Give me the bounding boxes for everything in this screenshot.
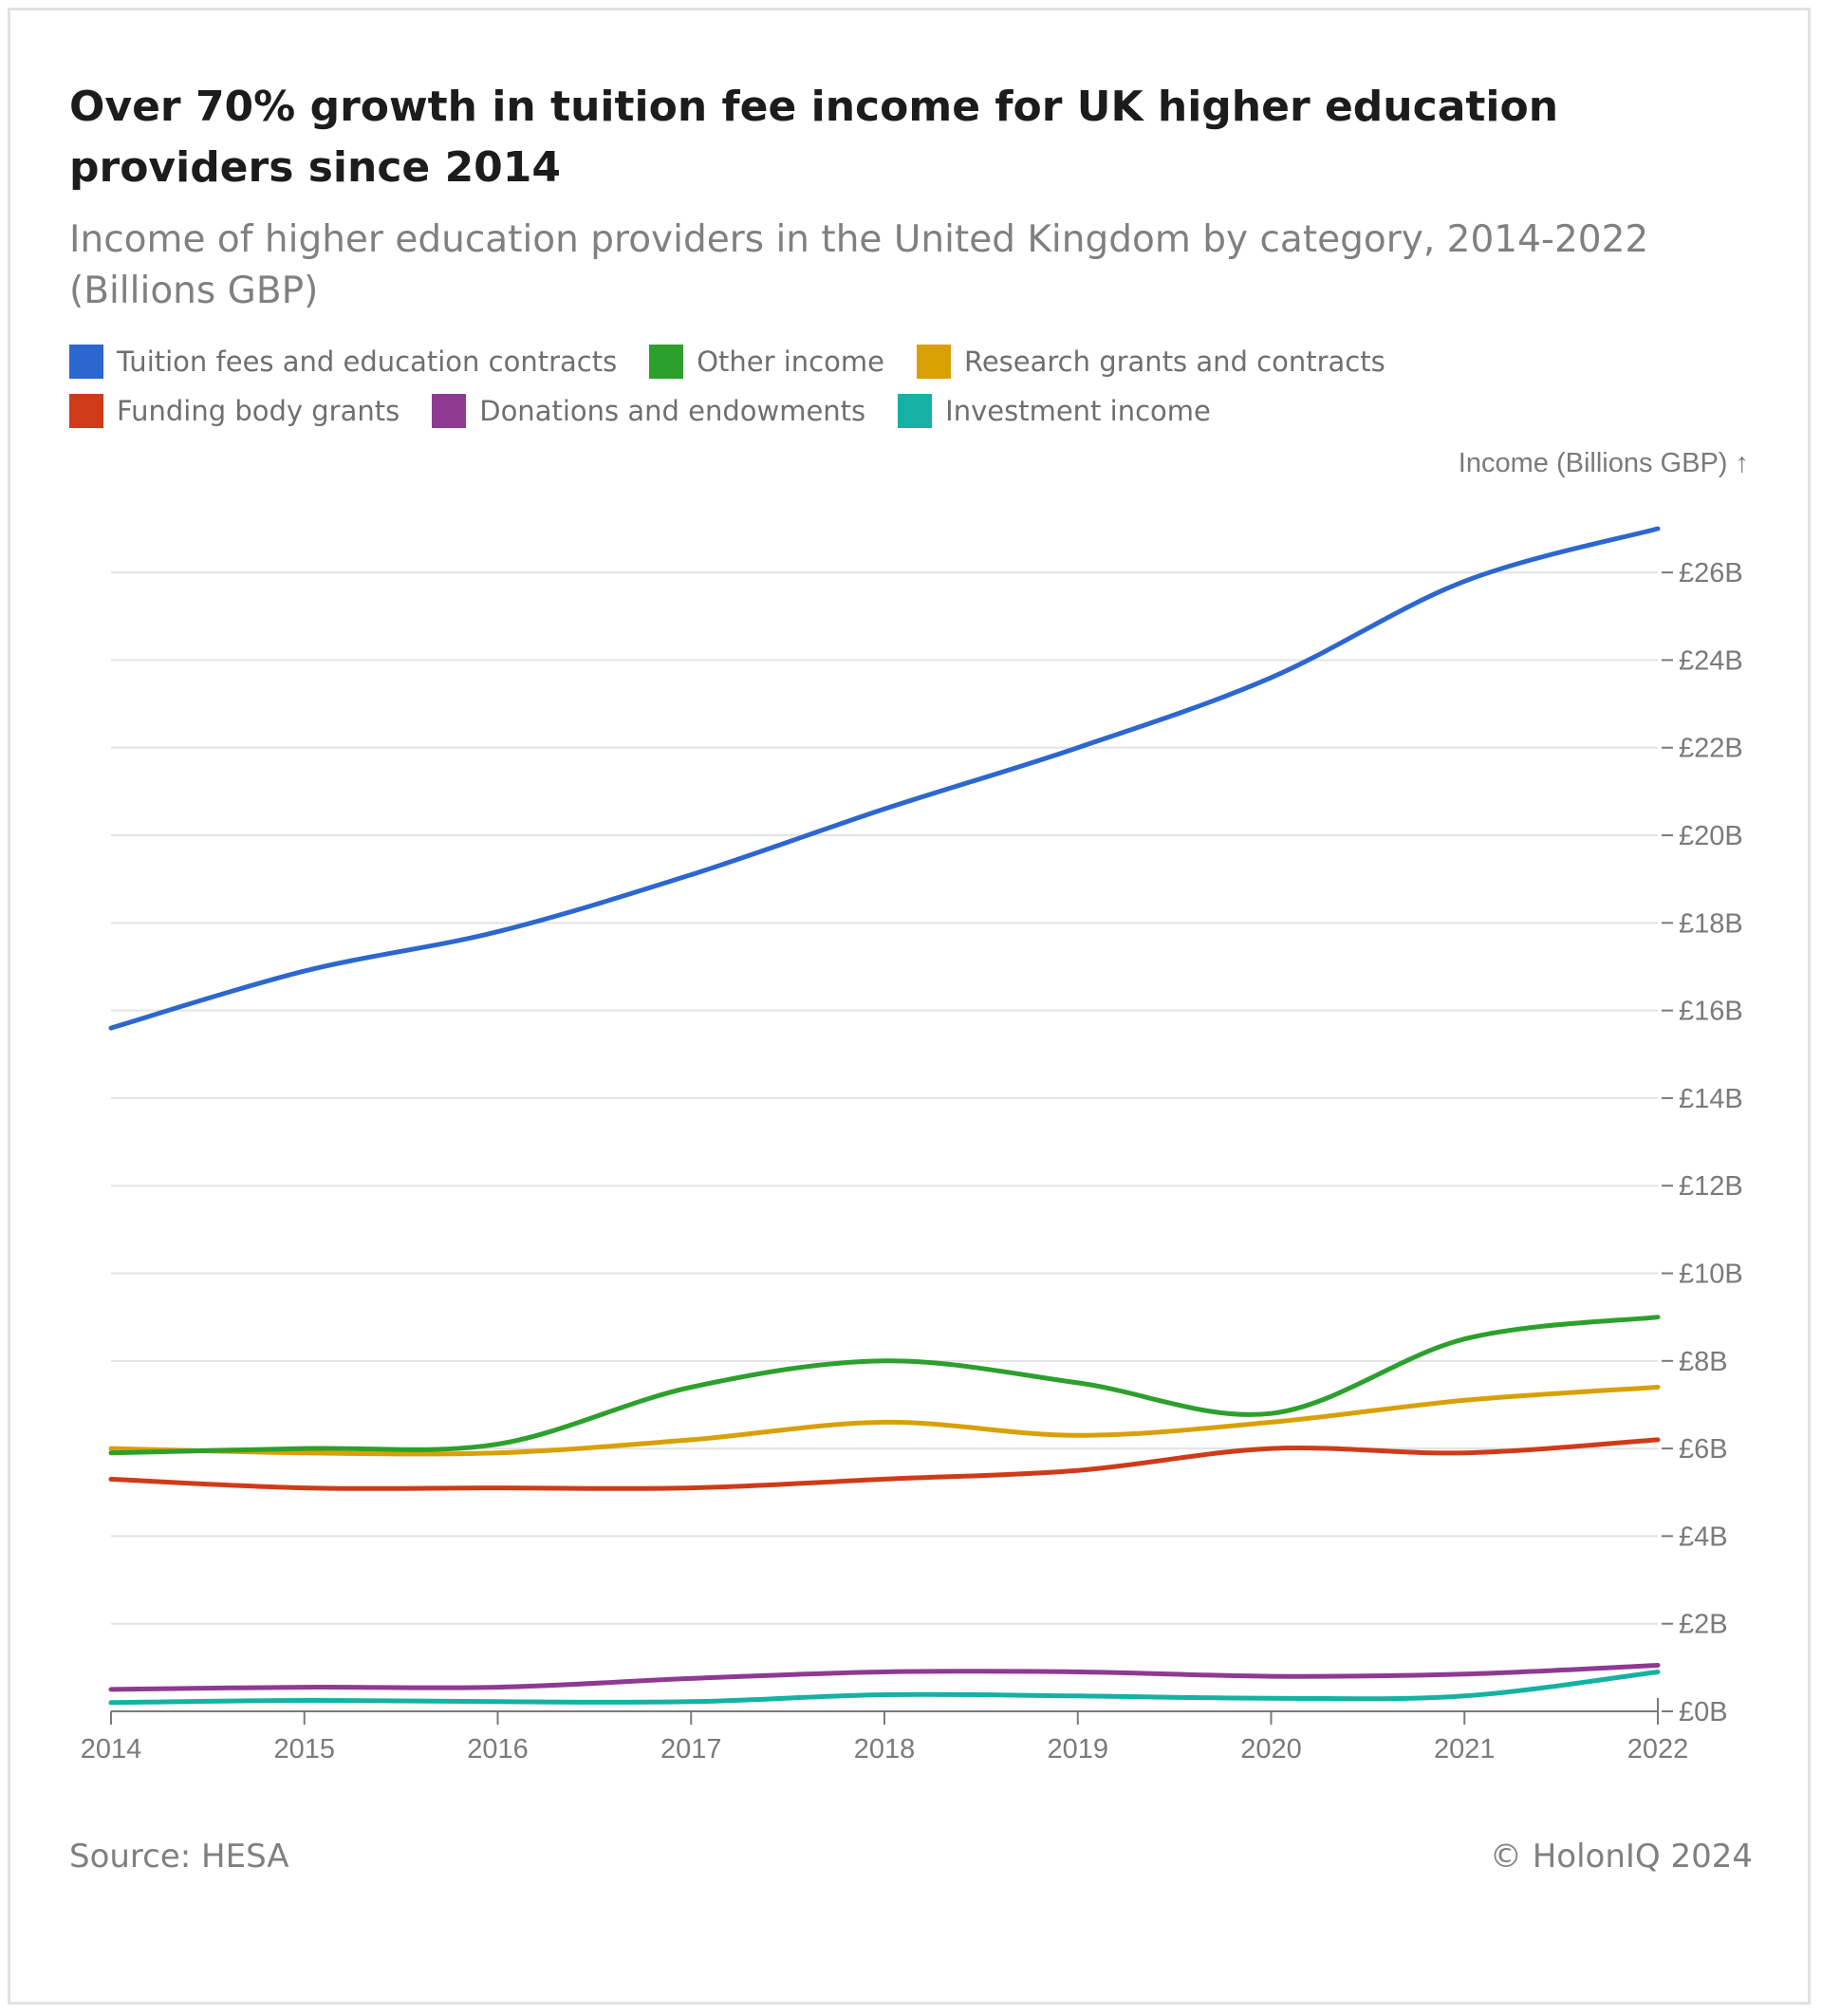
legend-swatch-investment-income [898, 394, 933, 428]
legend-label-donations-endowments: Donations and endowments [479, 395, 866, 427]
legend-item-tuition-fees[interactable]: Tuition fees and education contracts [69, 345, 617, 379]
x-tick-label: 2014 [81, 1734, 142, 1764]
y-tick-label: £22B [1679, 734, 1743, 764]
y-axis-title: Income (Billions GBP) ↑ [1459, 448, 1749, 478]
y-tick-label: £4B [1679, 1521, 1728, 1552]
x-tick-label: 2018 [854, 1734, 916, 1764]
legend-swatch-research-grants [916, 345, 951, 379]
x-tick-label: 2020 [1240, 1734, 1302, 1764]
y-tick-label: £6B [1679, 1434, 1728, 1465]
x-tick-label: 2016 [467, 1734, 529, 1764]
series-line-investment-income [108, 1670, 1661, 1706]
legend-swatch-tuition-fees [69, 345, 103, 379]
y-tick-label: £0B [1679, 1697, 1728, 1727]
legend-item-other-income[interactable]: Other income [649, 345, 884, 379]
legend-label-tuition-fees: Tuition fees and education contracts [117, 345, 618, 378]
x-tick-label: 2022 [1627, 1734, 1689, 1764]
y-tick-label: £14B [1679, 1084, 1743, 1114]
y-tick-label: £12B [1679, 1171, 1743, 1202]
axes: £0B £2B £4B £6B £8B £10B £12B £14B £16B £18B £20B £… [81, 558, 1743, 1764]
legend-swatch-funding-body-grants [69, 394, 103, 428]
y-tick-label: £10B [1679, 1260, 1743, 1290]
y-tick-label: £20B [1679, 821, 1743, 851]
legend-label-research-grants: Research grants and contracts [963, 345, 1385, 378]
y-tick-label: £26B [1679, 558, 1743, 588]
gridlines [111, 571, 1658, 1625]
legend-item-research-grants[interactable]: Research grants and contracts [916, 345, 1385, 379]
legend-item-investment-income[interactable]: Investment income [898, 394, 1211, 428]
y-tick-label: £18B [1679, 908, 1743, 939]
legend-item-funding-body-grants[interactable]: Funding body grants [69, 394, 400, 428]
x-tick-label: 2015 [273, 1734, 335, 1764]
legend-label-funding-body-grants: Funding body grants [117, 395, 400, 427]
copyright-note: © HolonIQ 2024 [1489, 1838, 1753, 1876]
x-tick-label: 2017 [660, 1734, 722, 1764]
series-line-donations-endowments [108, 1663, 1661, 1692]
legend-label-investment-income: Investment income [945, 395, 1211, 427]
legend-label-other-income: Other income [697, 345, 884, 378]
series-line-tuition-fees [108, 526, 1661, 1031]
legend-item-donations-endowments[interactable]: Donations and endowments [432, 394, 865, 428]
chart-subtitle: Income of higher education providers in … [69, 218, 1649, 312]
legend-swatch-other-income [649, 345, 684, 379]
series-lines [108, 526, 1661, 1706]
x-tick-label: 2019 [1047, 1734, 1108, 1764]
y-tick-label: £24B [1679, 645, 1743, 676]
series-line-other-income [108, 1315, 1661, 1456]
y-tick-label: £16B [1679, 997, 1743, 1027]
legend-swatch-donations-endowments [432, 394, 467, 428]
x-tick-label: 2021 [1434, 1734, 1496, 1764]
series-line-funding-body-grants [108, 1437, 1661, 1491]
series-line-research-grants [108, 1385, 1661, 1457]
source-note: Source: HESA [69, 1838, 289, 1876]
y-tick-label: £2B [1679, 1610, 1728, 1640]
y-tick-label: £8B [1679, 1347, 1728, 1377]
chart-legend: Tuition fees and education contracts Oth… [69, 345, 1739, 428]
chart-title: Over 70% growth in tuition fee income fo… [69, 83, 1559, 192]
